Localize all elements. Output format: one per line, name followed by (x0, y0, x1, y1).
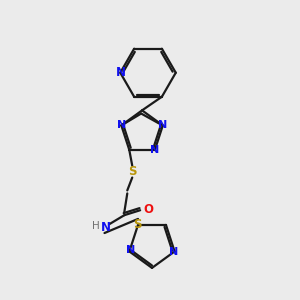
Text: O: O (143, 203, 153, 216)
Text: S: S (128, 165, 136, 178)
Text: N: N (116, 66, 126, 79)
Text: N: N (158, 120, 167, 130)
Text: N: N (150, 145, 160, 155)
Text: S: S (133, 218, 141, 231)
Text: N: N (169, 248, 178, 257)
Text: H: H (92, 221, 100, 231)
Text: N: N (126, 245, 135, 256)
Text: N: N (100, 220, 110, 234)
Text: N: N (117, 120, 126, 130)
